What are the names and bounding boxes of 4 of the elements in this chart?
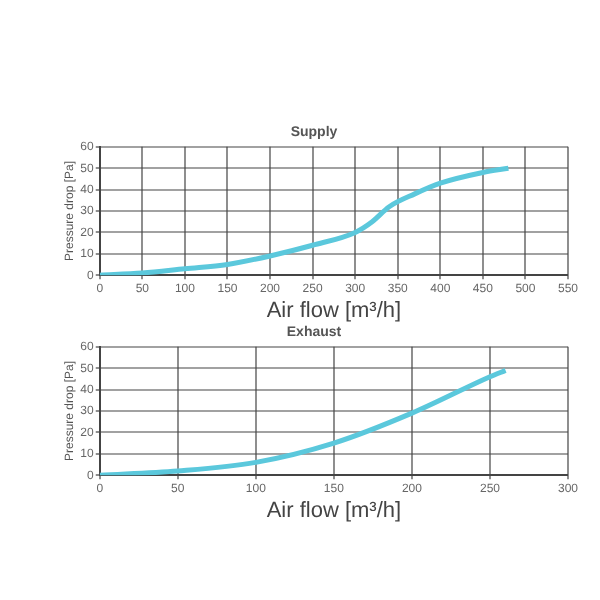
x-axis-title: Air flow [m³/h] (266, 498, 402, 523)
line-series (99, 367, 509, 476)
line-series (99, 165, 511, 276)
x-axis-title: Air flow [m³/h] (266, 298, 402, 323)
